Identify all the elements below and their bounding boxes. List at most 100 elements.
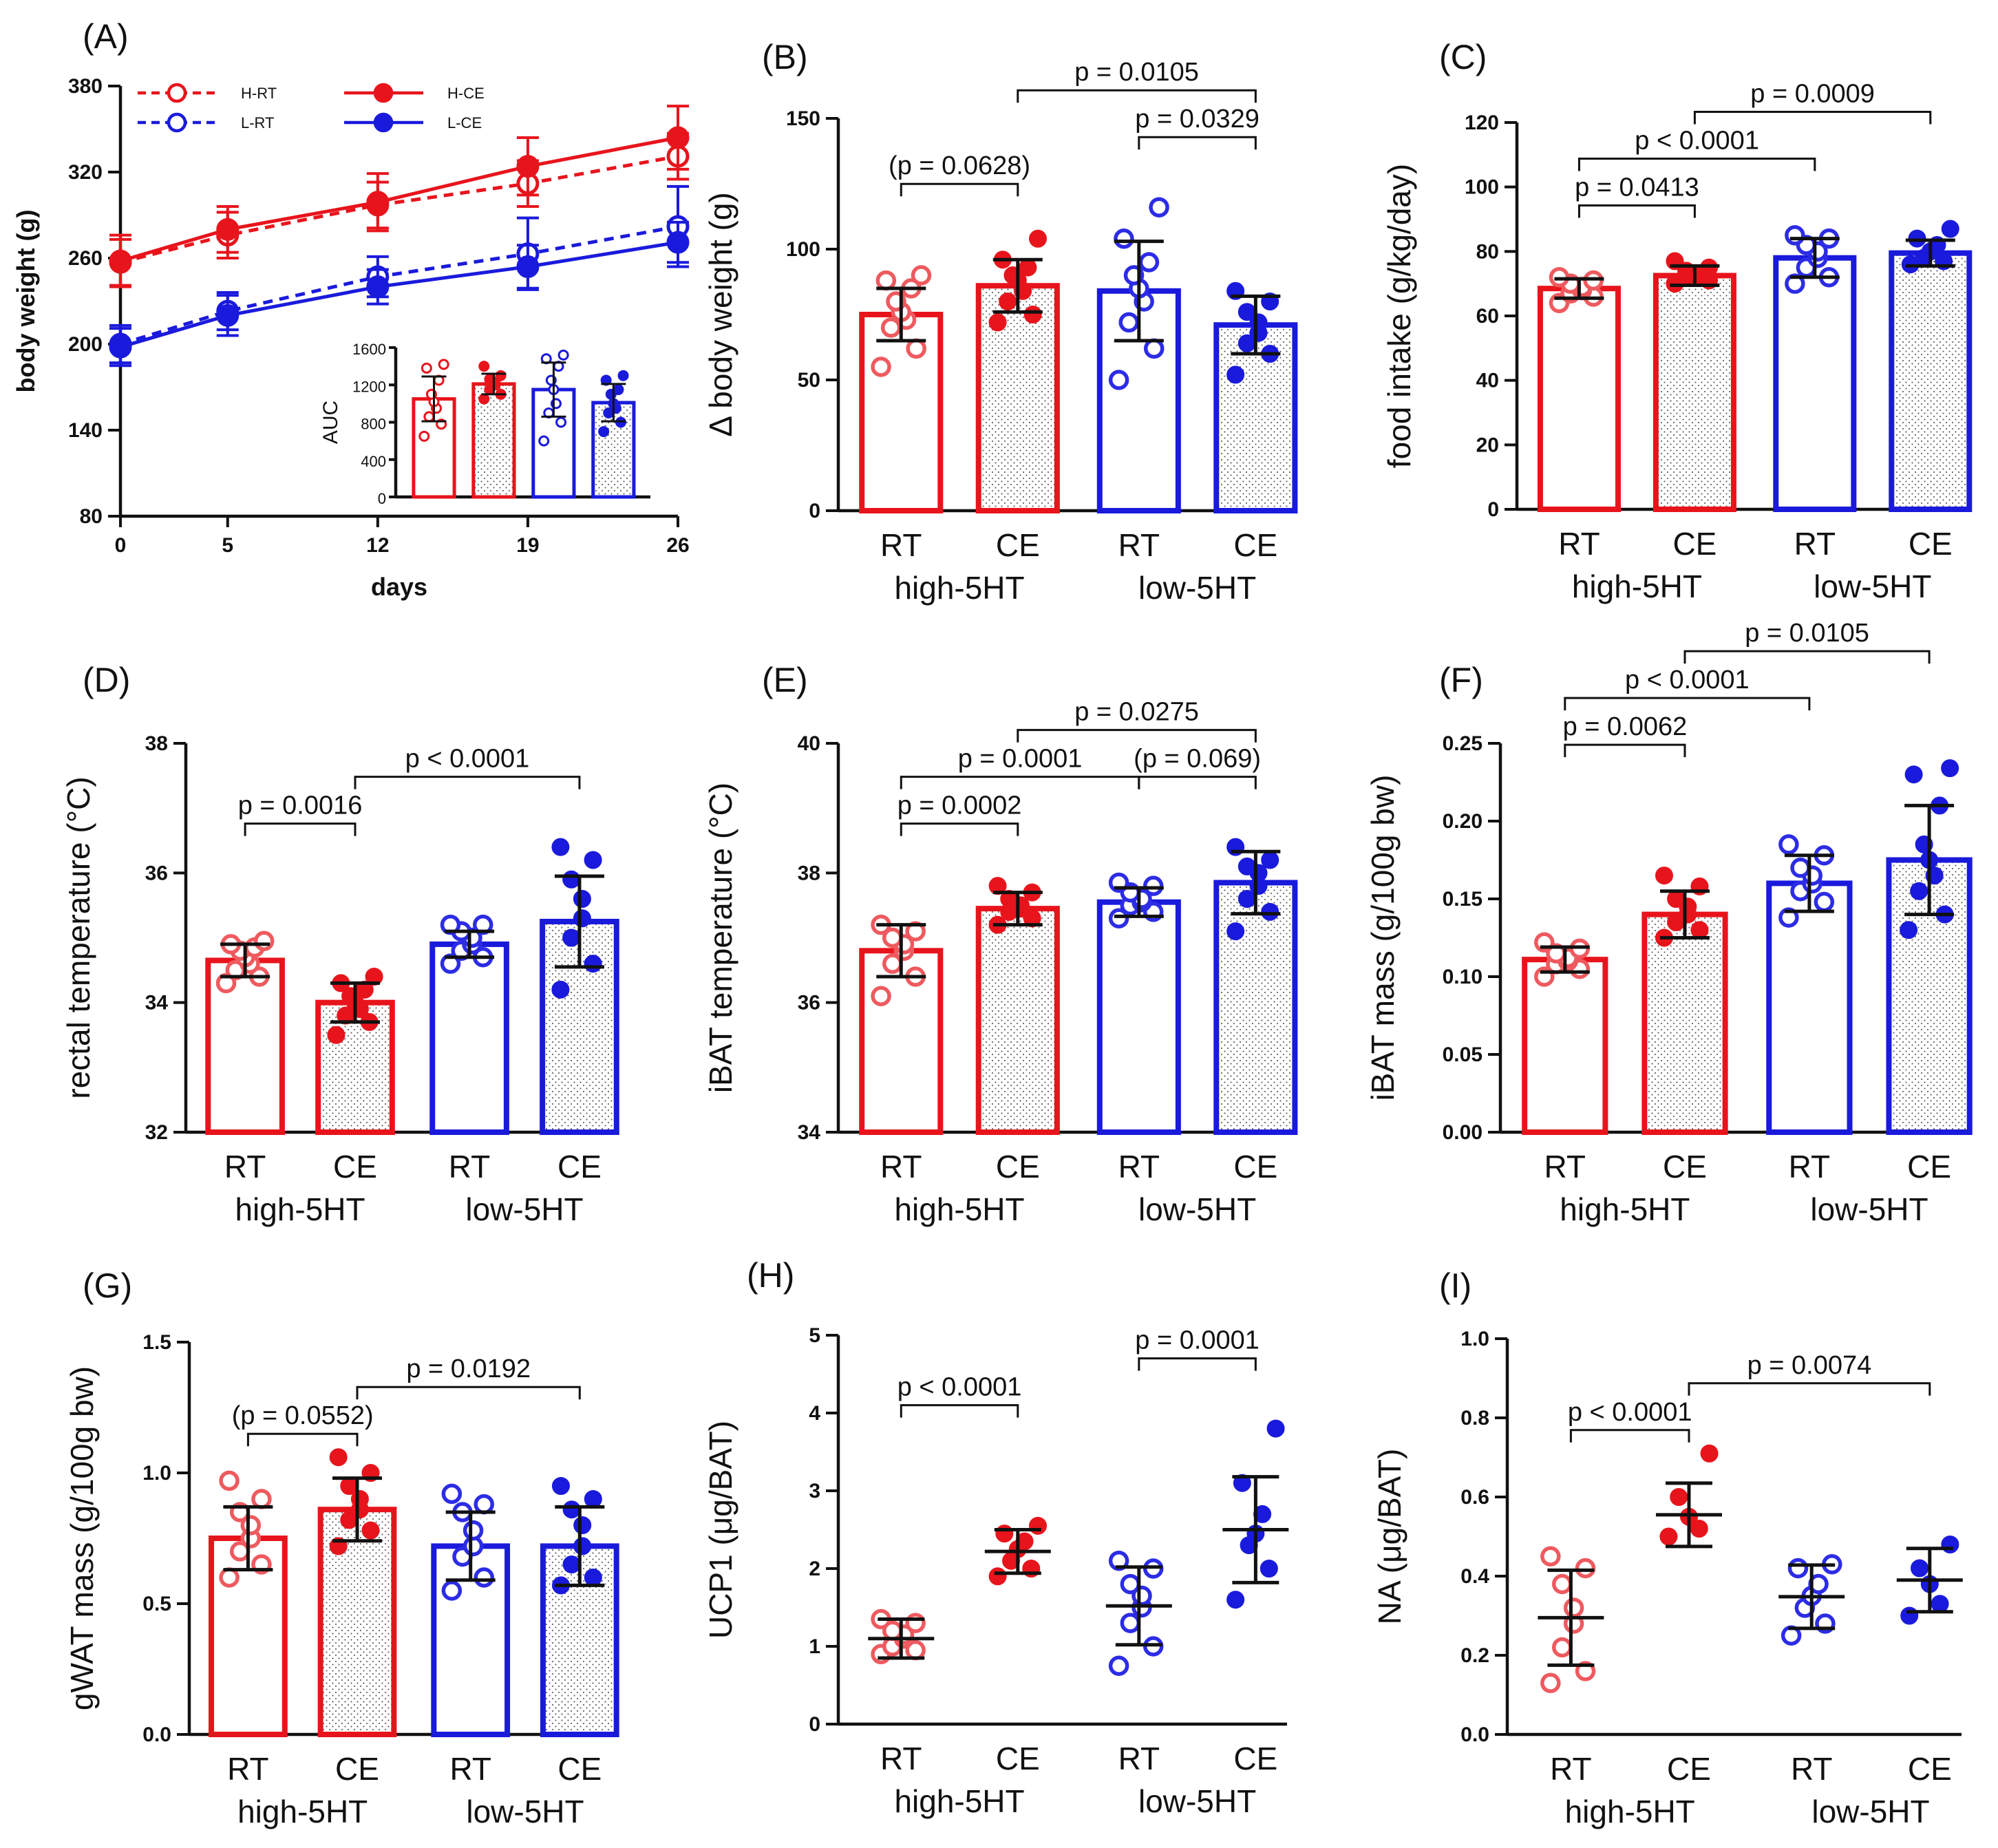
y-tick-label: 80 xyxy=(1476,240,1499,263)
inset-data-point xyxy=(421,362,432,374)
x-tick-label: RT xyxy=(1791,1751,1833,1787)
data-point xyxy=(1540,1546,1561,1566)
p-value-label: p < 0.0001 xyxy=(897,1373,1022,1402)
data-point xyxy=(1785,273,1805,294)
significance-bracket: p = 0.0329 xyxy=(1135,105,1260,150)
significance-bracket: p < 0.0001 xyxy=(354,745,581,789)
data-point xyxy=(1120,1613,1141,1633)
data-point xyxy=(516,155,540,178)
bracket-line xyxy=(900,182,1019,197)
data-point xyxy=(365,968,383,986)
data-point xyxy=(1114,229,1134,249)
significance-bracket: p = 0.0105 xyxy=(1017,58,1257,103)
x-tick-label: 5 xyxy=(222,534,233,557)
data-point xyxy=(1029,229,1048,248)
inset-data-point xyxy=(478,393,490,405)
data-point xyxy=(1143,875,1164,896)
data-point xyxy=(988,313,1007,332)
data-point xyxy=(1900,1606,1919,1625)
inset-data-point xyxy=(484,374,496,385)
significance-bracket: p = 0.0009 xyxy=(1693,80,1932,125)
data-point xyxy=(988,1567,1007,1586)
bracket-line xyxy=(1577,158,1816,171)
data-point xyxy=(666,126,690,149)
data-point xyxy=(551,1477,570,1495)
y-tick-label: 100 xyxy=(786,238,820,261)
y-tick-label: 0.4 xyxy=(1460,1565,1489,1588)
y-tick-label: 4 xyxy=(809,1402,820,1425)
inset-data-point xyxy=(495,370,507,381)
y-tick-label: 34 xyxy=(798,1121,821,1144)
data-point xyxy=(1029,1516,1048,1535)
bracket-line xyxy=(1683,650,1931,664)
legend-label: H-CE xyxy=(447,85,485,102)
data-point xyxy=(440,953,461,974)
p-value-label: p = 0.0074 xyxy=(1747,1351,1872,1380)
data-point xyxy=(441,1580,463,1601)
bar xyxy=(859,312,944,513)
bar xyxy=(1889,250,1973,512)
data-point xyxy=(1226,1591,1245,1609)
x-tick-label: CE xyxy=(996,527,1040,563)
group-label: high-5HT xyxy=(1572,569,1702,604)
series-line xyxy=(120,154,679,264)
data-point xyxy=(1690,921,1709,939)
data-point xyxy=(666,231,690,254)
x-tick-label: CE xyxy=(557,1751,602,1787)
p-value-label: (p = 0.0628) xyxy=(889,151,1030,180)
p-value-label: p = 0.0329 xyxy=(1135,105,1260,134)
data-point xyxy=(562,1500,581,1519)
panel-label: (H) xyxy=(747,1256,794,1295)
y-tick-label: 260 xyxy=(68,247,103,270)
significance-bracket: (p = 0.069) xyxy=(1134,745,1261,789)
x-tick-label: 26 xyxy=(666,534,689,557)
group-label: high-5HT xyxy=(1560,1191,1690,1227)
x-tick-label: RT xyxy=(449,1149,491,1185)
x-tick-label: RT xyxy=(1558,526,1600,562)
data-point xyxy=(905,921,926,942)
inset-auc-chart: 0 400 800 1200 1600 AUC xyxy=(319,341,650,507)
bracket-line xyxy=(354,776,581,789)
legend-marker xyxy=(167,83,187,103)
significance-bracket: p = 0.0275 xyxy=(1017,698,1257,743)
x-tick-label: CE xyxy=(1663,1149,1707,1185)
data-point xyxy=(584,851,602,869)
significance-bracket: p = 0.0192 xyxy=(356,1355,581,1400)
data-point xyxy=(911,265,932,286)
y-tick-label: 0.0 xyxy=(142,1723,171,1746)
x-tick-label: CE xyxy=(557,1149,602,1185)
y-tick-label: 0.8 xyxy=(1460,1407,1489,1430)
data-point xyxy=(474,1494,494,1515)
data-point xyxy=(1655,867,1673,885)
data-point xyxy=(1931,1595,1949,1613)
p-value-label: p = 0.0105 xyxy=(1074,58,1199,87)
data-point xyxy=(463,1520,484,1541)
inset-data-point xyxy=(478,361,490,372)
bracket-line xyxy=(1564,697,1811,711)
data-point xyxy=(1023,909,1041,928)
x-tick-label: CE xyxy=(1908,1751,1952,1787)
y-tick-label: 120 xyxy=(1465,111,1499,134)
x-tick-label: 19 xyxy=(516,534,539,557)
bracket-line xyxy=(1688,1382,1931,1396)
data-point xyxy=(551,838,570,856)
y-tick-label: 380 xyxy=(68,75,103,98)
bar xyxy=(975,906,1060,1135)
panel-h: (H) 0 1 2 3 4 5 UCP1 (μg/BAT) RT CE RT CE high-5HT lo… xyxy=(703,1256,1289,1819)
bar xyxy=(1096,899,1181,1136)
data-point xyxy=(584,1569,602,1586)
panel-i: (I) 0.0 0.2 0.4 0.6 0.8 1.0 NA (μg/BAT) RT CE RT CE… xyxy=(1372,1266,1963,1829)
data-point xyxy=(1778,907,1799,928)
x-tick-label: 12 xyxy=(366,534,389,557)
bar xyxy=(1773,255,1857,512)
y-tick-label: 20 xyxy=(1476,434,1499,456)
x-tick-label: CE xyxy=(1667,1751,1711,1787)
group-label: high-5HT xyxy=(1565,1794,1695,1829)
y-axis-title: NA (μg/BAT) xyxy=(1372,1449,1407,1625)
bracket-line xyxy=(1564,743,1686,758)
significance-bracket: p = 0.0105 xyxy=(1683,619,1931,664)
data-point xyxy=(875,270,897,291)
bar xyxy=(429,941,509,1135)
y-tick-label: 320 xyxy=(68,161,103,184)
